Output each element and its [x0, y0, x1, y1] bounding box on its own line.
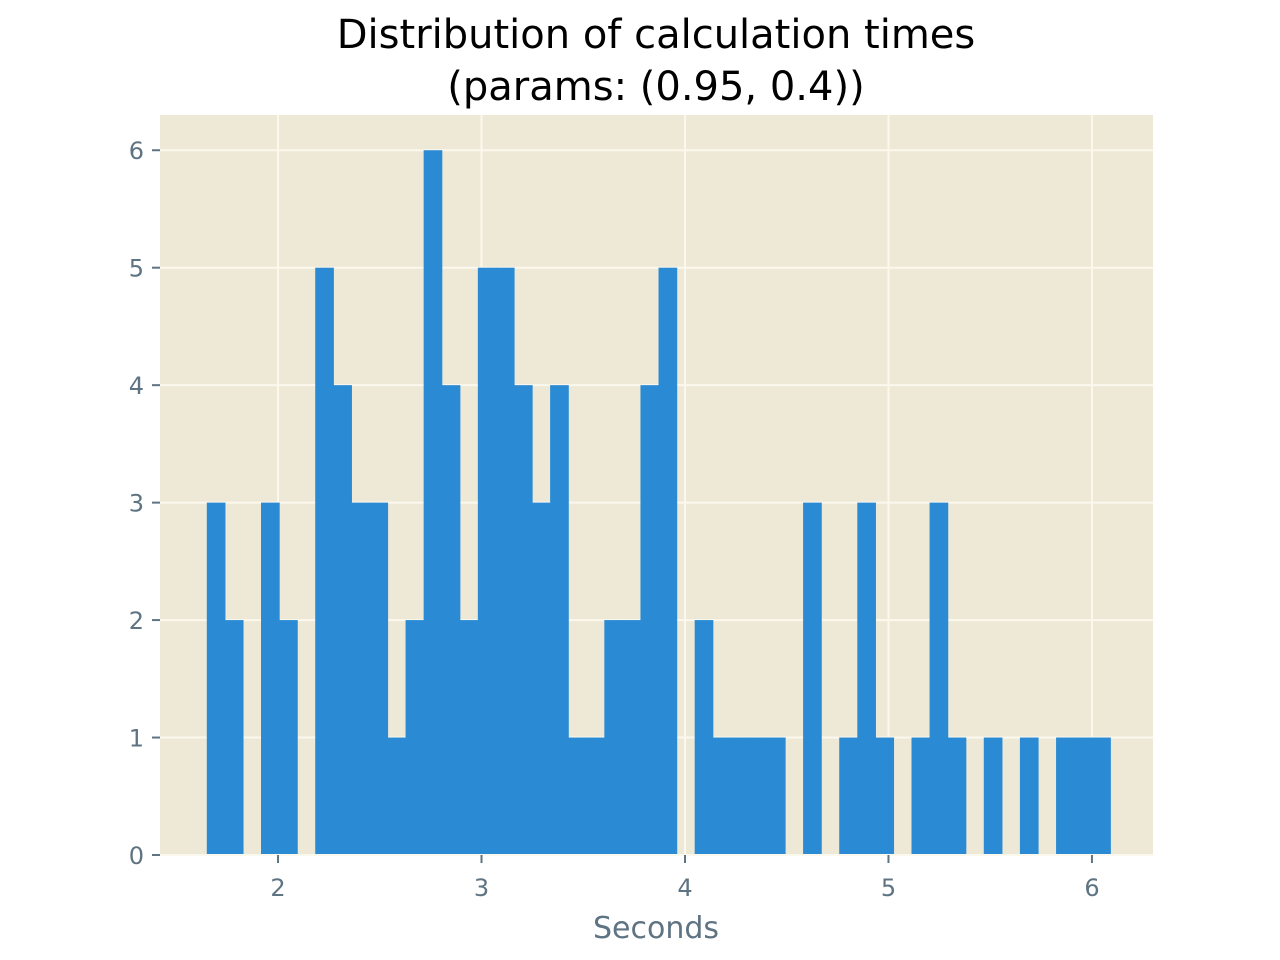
histogram-bar — [929, 502, 949, 855]
y-tick-label: 1 — [129, 725, 144, 753]
axes: 2 3 4 5 6 0 1 2 3 4 5 6 — [129, 137, 1153, 902]
histogram-bar — [206, 502, 226, 855]
histogram-bar — [279, 620, 298, 855]
histogram-bar — [532, 502, 551, 855]
histogram-bar — [441, 385, 461, 855]
histogram-bar — [875, 737, 895, 855]
histogram-bar — [766, 737, 786, 855]
histogram-bar — [803, 502, 822, 855]
histogram-bar — [857, 502, 876, 855]
histogram-bar — [658, 267, 678, 855]
x-tick-label: 2 — [270, 874, 285, 902]
histogram-bar — [604, 620, 623, 855]
histogram-bar — [730, 737, 750, 855]
x-tick-label: 6 — [1084, 874, 1099, 902]
histogram-bar — [513, 385, 533, 855]
histogram-bar — [550, 385, 569, 855]
histogram-bar — [315, 267, 334, 855]
histogram-bar — [477, 267, 497, 855]
histogram-bar — [622, 620, 642, 855]
chart-title-line-1: Distribution of calculation times — [337, 12, 975, 58]
histogram-bar — [224, 620, 244, 855]
x-tick-label: 4 — [677, 874, 692, 902]
histogram-bar — [459, 620, 479, 855]
histogram-bar — [748, 737, 768, 855]
histogram-bar — [712, 737, 732, 855]
histogram-bar — [1074, 737, 1093, 855]
x-tick-label: 3 — [474, 874, 489, 902]
histogram-bar — [839, 737, 858, 855]
x-axis-label: Seconds — [593, 911, 719, 946]
histogram-bar — [640, 385, 660, 855]
y-tick-label: 4 — [129, 372, 144, 400]
histogram-bar — [369, 502, 389, 855]
histogram-bar — [387, 737, 407, 855]
histogram-bar — [983, 737, 1003, 855]
histogram-bar — [1019, 737, 1039, 855]
histogram-bar — [694, 620, 714, 855]
histogram-bar — [495, 267, 515, 855]
y-tick-label: 3 — [129, 490, 144, 518]
histogram-bar — [261, 502, 280, 855]
histogram-bar — [351, 502, 371, 855]
histogram-bar — [1056, 737, 1075, 855]
histogram-bar — [1092, 737, 1111, 855]
histogram-bar — [911, 737, 931, 855]
x-tick-label: 5 — [881, 874, 896, 902]
histogram-bars — [206, 150, 1111, 855]
histogram-bar — [586, 737, 605, 855]
histogram-bar — [568, 737, 587, 855]
histogram-bar — [423, 150, 443, 855]
chart-title-line-2: (params: (0.95, 0.4)) — [447, 64, 864, 110]
histogram-bar — [405, 620, 425, 855]
y-tick-label: 5 — [129, 255, 144, 283]
histogram-bar — [333, 385, 352, 855]
y-tick-label: 2 — [129, 607, 144, 635]
y-tick-label: 6 — [129, 137, 144, 165]
histogram-bar — [947, 737, 967, 855]
y-tick-label: 0 — [129, 842, 144, 870]
